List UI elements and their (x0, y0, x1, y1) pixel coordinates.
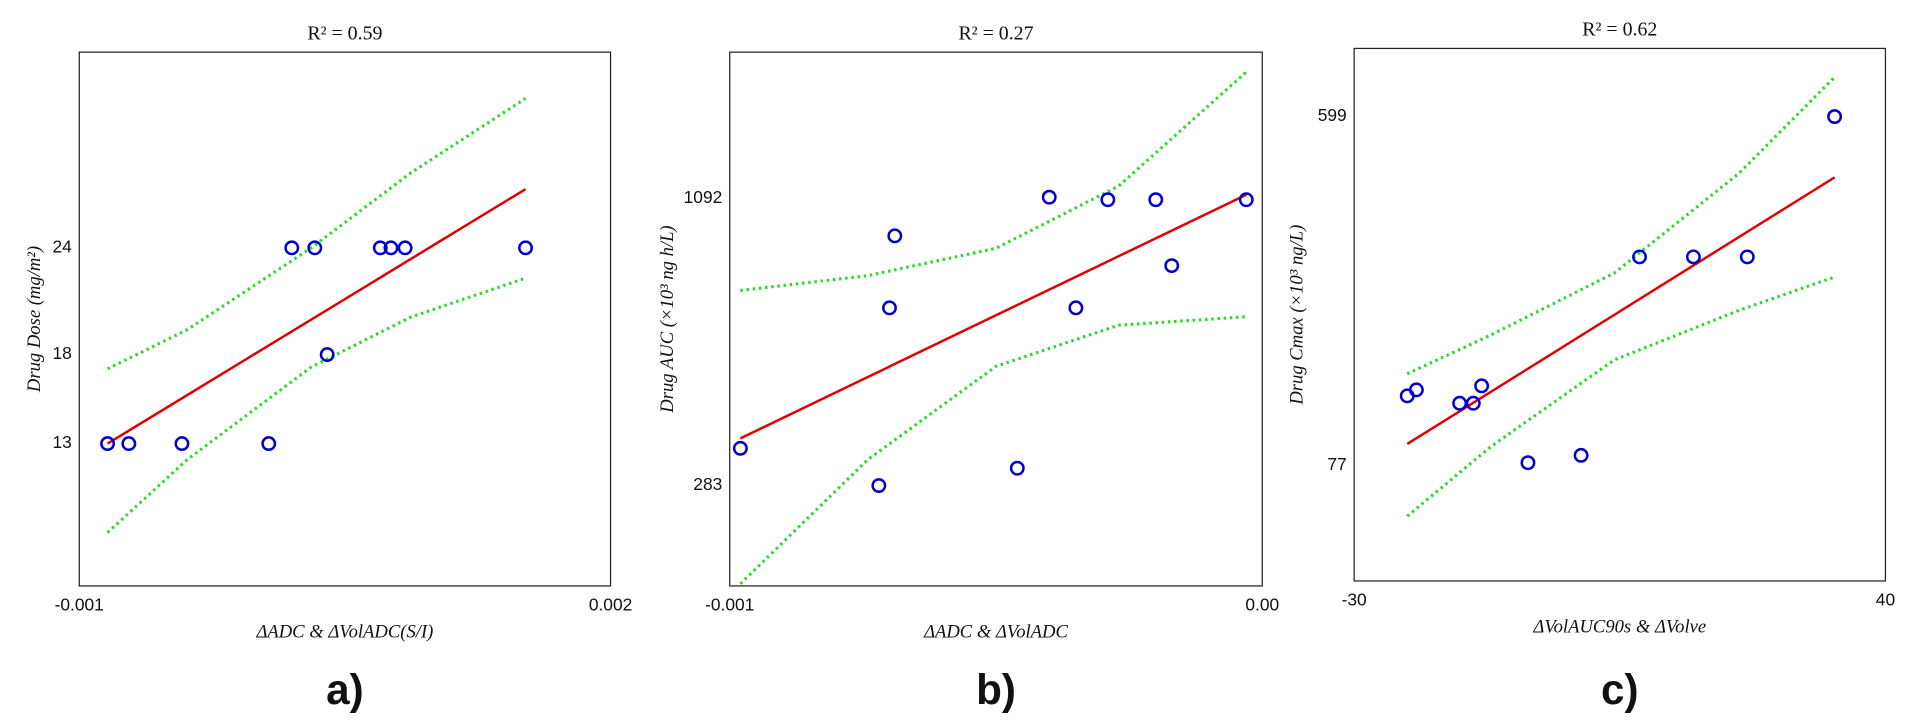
data-point (284, 240, 300, 256)
x-tick-label: -30 (1342, 589, 1367, 609)
data-point (1452, 395, 1468, 411)
x-tick-label: -0.001 (705, 594, 754, 614)
regression-line (106, 188, 527, 445)
y-tick-label: 599 (1318, 105, 1347, 125)
regression-line (1406, 176, 1836, 446)
data-point (1520, 455, 1536, 471)
data-point (882, 300, 897, 316)
data-point (1100, 192, 1116, 208)
data-point (518, 240, 533, 256)
data-point (1238, 192, 1254, 208)
x-tick-label: 0.002 (589, 594, 632, 614)
data-point (1827, 109, 1843, 125)
data-point (871, 478, 887, 494)
data-point (307, 240, 323, 256)
plot-frame (729, 51, 1263, 587)
data-point (1068, 300, 1084, 316)
data-point (1739, 249, 1755, 265)
y-tick-label: 1092 (684, 187, 723, 207)
plot-frame (1353, 47, 1887, 582)
y-axis-label: Drug Cmax (×10³ ng/L) (1287, 225, 1308, 406)
data-point (1041, 189, 1057, 205)
panel-label: a) (326, 666, 364, 713)
x-axis-label: ΔVolAUC90s & ΔVolve (1532, 616, 1706, 637)
confidence-band-lower (739, 315, 1247, 585)
confidence-band-upper (106, 97, 527, 371)
data-point (372, 240, 388, 256)
data-point (1408, 382, 1424, 398)
panel-label: c) (1601, 666, 1639, 713)
confidence-band-lower (106, 276, 527, 534)
data-point (100, 436, 116, 452)
data-point (1474, 378, 1490, 394)
data-point (1632, 249, 1647, 265)
x-tick-label: 0.00 (1245, 594, 1279, 614)
chart-title: R² = 0.62 (1582, 19, 1657, 41)
data-point (1685, 249, 1701, 265)
y-axis-label: Drug Dose (mg/m²) (24, 246, 45, 393)
data-point (397, 240, 413, 256)
data-point (1009, 460, 1025, 476)
data-point (121, 436, 137, 452)
y-tick-label: 13 (52, 432, 71, 452)
data-point (174, 436, 190, 452)
data-point (319, 347, 335, 363)
chart-title: R² = 0.27 (958, 22, 1033, 44)
data-point (1164, 258, 1180, 274)
data-point (261, 436, 277, 452)
data-point (1148, 192, 1164, 208)
y-tick-label: 283 (693, 474, 722, 494)
data-point (1465, 395, 1481, 411)
data-point (383, 240, 399, 256)
data-point (732, 440, 748, 456)
confidence-band-upper (1406, 76, 1836, 376)
y-tick-label: 24 (52, 236, 72, 256)
data-point (887, 228, 903, 244)
data-point (1573, 447, 1589, 463)
confidence-band-upper (740, 70, 1248, 293)
x-tick-label: -0.001 (55, 594, 104, 614)
y-axis-label: Drug AUC (×10³ ng h/L) (657, 225, 678, 413)
x-axis-label: ΔADC & ΔVolADC(S/I) (255, 621, 433, 642)
x-tick-label: 40 (1876, 589, 1895, 609)
plot-frame (78, 51, 612, 587)
x-axis-label: ΔADC & ΔVolADC (923, 621, 1068, 642)
chart-title: R² = 0.59 (307, 22, 382, 44)
panel-label: b) (976, 666, 1016, 713)
y-tick-label: 77 (1327, 454, 1346, 474)
y-tick-label: 18 (52, 343, 71, 363)
regression-line (739, 193, 1247, 440)
